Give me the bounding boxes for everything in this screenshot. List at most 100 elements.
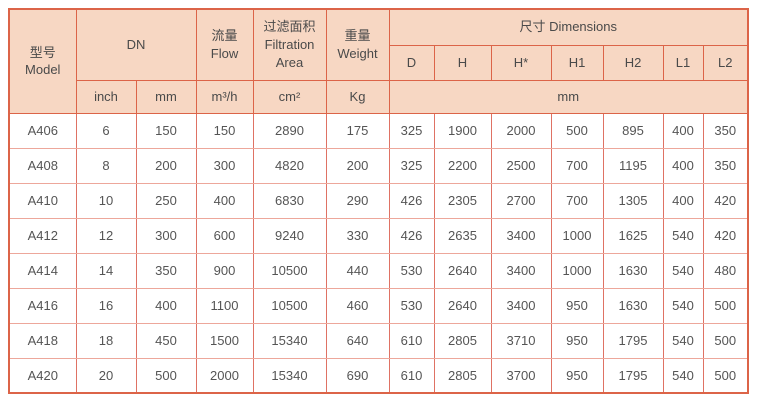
- value-cell: 440: [325, 252, 390, 289]
- value-cell: 15340: [252, 322, 327, 359]
- value-cell: 8: [75, 147, 137, 184]
- value-cell: 530: [388, 287, 435, 324]
- value-cell: 16: [75, 287, 137, 324]
- value-cell: 2000: [195, 357, 254, 394]
- table-row: A420 20 500 2000 15340 690 610 2805 3700 950 1795 5…: [8, 357, 749, 394]
- value-cell: 1625: [602, 217, 664, 254]
- value-cell: 2000: [490, 112, 552, 149]
- unit-dims: mm: [388, 79, 749, 114]
- value-cell: 426: [388, 182, 435, 219]
- unit-area: cm²: [252, 79, 327, 114]
- value-cell: 950: [550, 322, 604, 359]
- table-row: A416 16 400 1100 10500 460 530 2640 3400 950 1630 5…: [8, 287, 749, 324]
- value-cell: 500: [135, 357, 197, 394]
- header-dn: DN: [75, 8, 197, 81]
- header-filtration-zh: 过滤面积: [263, 19, 316, 35]
- header-row-3: inch mm m³/h cm² Kg mm: [9, 79, 749, 114]
- value-cell: 18: [75, 322, 137, 359]
- spec-table-container: 型号 Model DN 流量 Flow 过滤面积 Filtration Area…: [8, 8, 749, 394]
- table-row: A418 18 450 1500 15340 640 610 2805 3710 950 1795 5…: [8, 322, 749, 359]
- model-cell: A416: [8, 287, 77, 324]
- value-cell: 6830: [252, 182, 327, 219]
- value-cell: 14: [75, 252, 137, 289]
- value-cell: 1500: [195, 322, 254, 359]
- value-cell: 2640: [433, 252, 492, 289]
- header-weight-zh: 重量: [344, 28, 371, 44]
- value-cell: 2805: [433, 357, 492, 394]
- value-cell: 500: [702, 287, 749, 324]
- model-cell: A412: [8, 217, 77, 254]
- table-row: A406 6 150 150 2890 175 325 1900 2000 500 895 400 35…: [8, 112, 749, 149]
- value-cell: 2500: [490, 147, 552, 184]
- value-cell: 600: [195, 217, 254, 254]
- value-cell: 4820: [252, 147, 327, 184]
- value-cell: 700: [550, 147, 604, 184]
- value-cell: 2635: [433, 217, 492, 254]
- model-cell: A420: [8, 357, 77, 394]
- value-cell: 12: [75, 217, 137, 254]
- unit-flow: m³/h: [195, 79, 254, 114]
- value-cell: 330: [325, 217, 390, 254]
- value-cell: 540: [662, 217, 704, 254]
- value-cell: 150: [195, 112, 254, 149]
- value-cell: 426: [388, 217, 435, 254]
- value-cell: 1630: [602, 252, 664, 289]
- value-cell: 1630: [602, 287, 664, 324]
- value-cell: 150: [135, 112, 197, 149]
- value-cell: 900: [195, 252, 254, 289]
- table-row: A408 8 200 300 4820 200 325 2200 2500 700 1195 400 3…: [8, 147, 749, 184]
- header-dim-l1: L1: [662, 44, 704, 81]
- value-cell: 3700: [490, 357, 552, 394]
- model-cell: A410: [8, 182, 77, 219]
- value-cell: 700: [550, 182, 604, 219]
- value-cell: 500: [702, 322, 749, 359]
- value-cell: 290: [325, 182, 390, 219]
- value-cell: 350: [702, 112, 749, 149]
- value-cell: 1195: [602, 147, 664, 184]
- header-model-en: Model: [25, 62, 61, 78]
- header-dim-l2: L2: [702, 44, 749, 81]
- header-dim-hstar: H*: [490, 44, 552, 81]
- header-dim-h2: H2: [602, 44, 664, 81]
- value-cell: 1000: [550, 252, 604, 289]
- header-flow-zh: 流量: [211, 28, 238, 44]
- value-cell: 200: [135, 147, 197, 184]
- value-cell: 540: [662, 357, 704, 394]
- header-weight: 重量 Weight: [325, 8, 390, 81]
- value-cell: 350: [702, 147, 749, 184]
- value-cell: 2890: [252, 112, 327, 149]
- value-cell: 325: [388, 112, 435, 149]
- table-row: A412 12 300 600 9240 330 426 2635 3400 1000 1625 54…: [8, 217, 749, 254]
- value-cell: 3710: [490, 322, 552, 359]
- header-filtration-en: Filtration Area: [264, 36, 315, 70]
- value-cell: 950: [550, 287, 604, 324]
- header-flow-en: Flow: [210, 45, 239, 61]
- value-cell: 420: [702, 217, 749, 254]
- header-dimensions: 尺寸 Dimensions: [388, 8, 749, 46]
- value-cell: 610: [388, 357, 435, 394]
- header-model-zh: 型号: [29, 44, 56, 60]
- header-model: 型号 Model: [8, 8, 77, 114]
- value-cell: 400: [662, 182, 704, 219]
- header-row-2: D H H* H1 H2 L1 L2: [9, 44, 749, 81]
- value-cell: 1795: [602, 322, 664, 359]
- header-dim-h: H: [433, 44, 492, 81]
- value-cell: 1795: [602, 357, 664, 394]
- model-cell: A414: [8, 252, 77, 289]
- value-cell: 420: [702, 182, 749, 219]
- value-cell: 300: [135, 217, 197, 254]
- value-cell: 350: [135, 252, 197, 289]
- value-cell: 2700: [490, 182, 552, 219]
- value-cell: 690: [325, 357, 390, 394]
- value-cell: 200: [325, 147, 390, 184]
- header-row-1: 型号 Model DN 流量 Flow 过滤面积 Filtration Area…: [8, 8, 749, 114]
- value-cell: 400: [662, 147, 704, 184]
- value-cell: 9240: [252, 217, 327, 254]
- value-cell: 1000: [550, 217, 604, 254]
- table-row: A410 10 250 400 6830 290 426 2305 2700 700 1305 400…: [8, 182, 749, 219]
- value-cell: 1100: [195, 287, 254, 324]
- header-weight-en: Weight: [337, 45, 378, 61]
- value-cell: 530: [388, 252, 435, 289]
- table-header: 型号 Model DN 流量 Flow 过滤面积 Filtration Area…: [8, 8, 749, 114]
- value-cell: 3400: [490, 252, 552, 289]
